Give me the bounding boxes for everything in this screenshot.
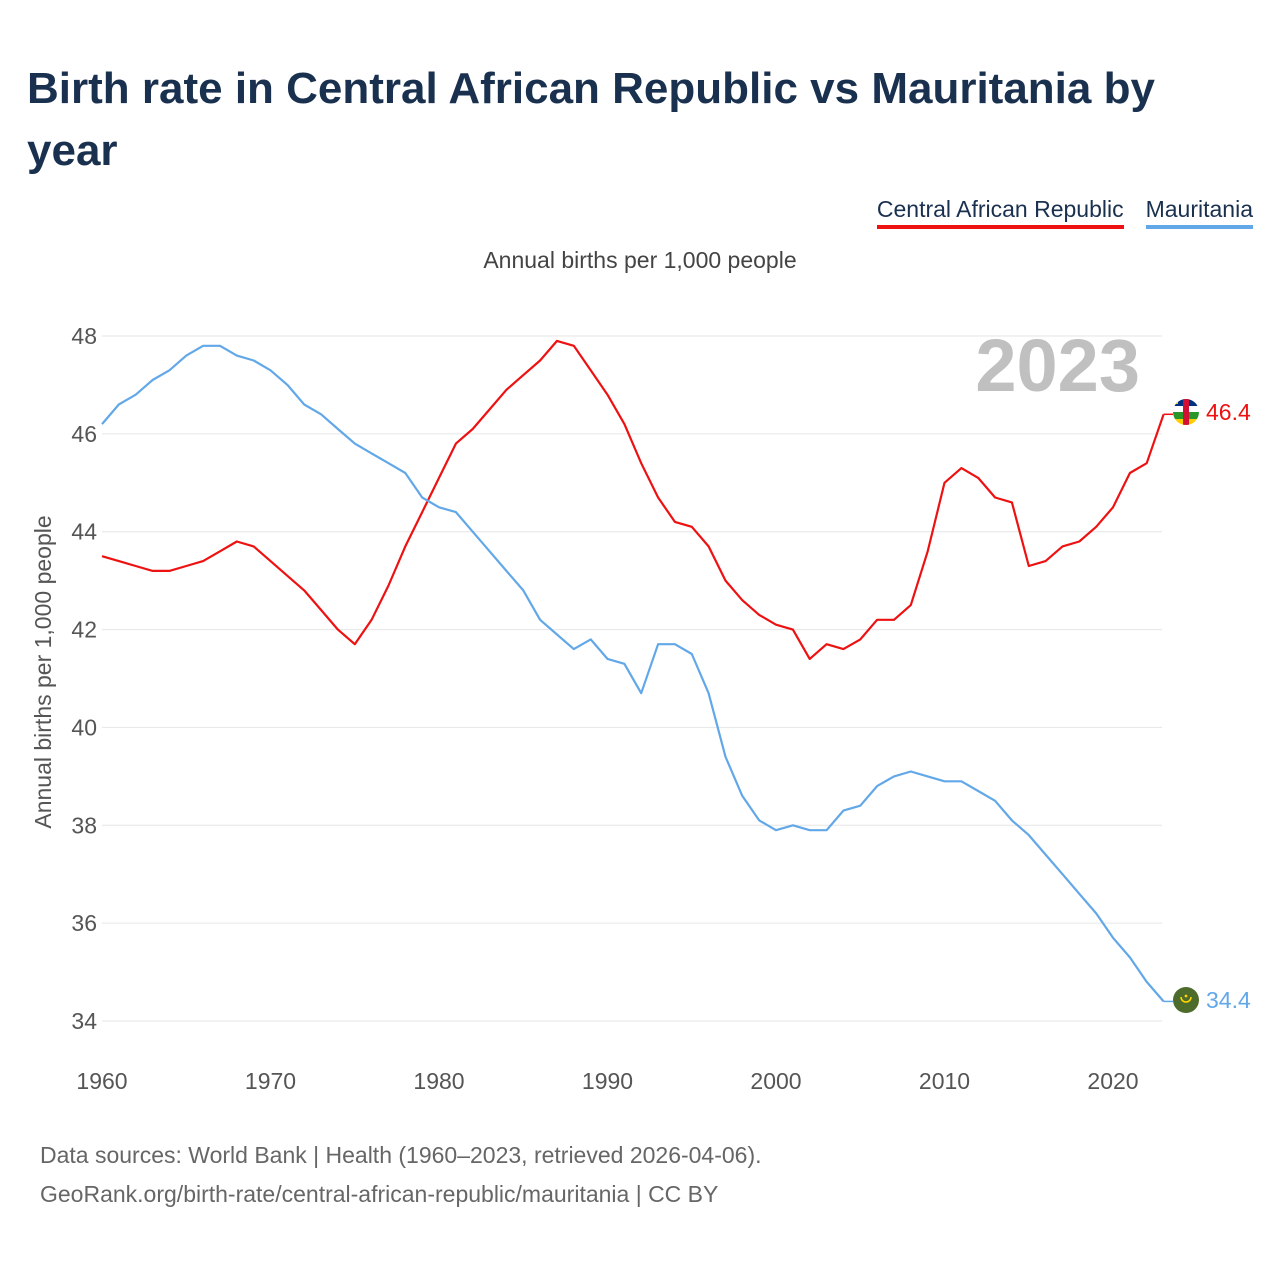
- chart-title: Birth rate in Central African Republic v…: [27, 64, 1155, 175]
- mauritania-flag-icon: [1173, 987, 1199, 1013]
- y-axis-ticks: 34 36 38 40 42 44 46 48: [71, 323, 97, 1034]
- y-tick-label: 38: [71, 812, 97, 838]
- y-tick-label: 34: [71, 1008, 97, 1034]
- y-tick-label: 36: [71, 910, 97, 936]
- x-tick-label: 2020: [1087, 1068, 1138, 1094]
- central-african-republic-flag-icon: [1173, 399, 1199, 425]
- source-link[interactable]: GeoRank.org/birth-rate/central-african-r…: [40, 1181, 719, 1207]
- y-tick-label: 48: [71, 323, 97, 349]
- series-line-mauritania[interactable]: [101, 344, 1165, 1003]
- x-tick-label: 1980: [413, 1068, 464, 1094]
- year-watermark: 2023: [975, 324, 1140, 407]
- x-axis-ticks: 1960 1970 1980 1990 2000 2010 2020: [76, 1068, 1138, 1094]
- y-tick-label: 40: [71, 714, 97, 740]
- line-chart: 34 36 38 40 42 44 46 48 1960 1970 1980 1990 2000 201…: [30, 323, 1251, 1094]
- footer: Data sources: World Bank | Health (1960–…: [40, 1136, 762, 1214]
- series-line-central-african-republic[interactable]: [101, 339, 1165, 661]
- legend-item-central-african-republic[interactable]: Central African Republic: [876, 196, 1124, 229]
- x-tick-label: 2000: [750, 1068, 801, 1094]
- end-label-central-african-republic: 46.4: [1206, 399, 1251, 425]
- end-label-mauritania: 34.4: [1206, 987, 1251, 1013]
- x-tick-label: 1960: [76, 1068, 127, 1094]
- grid: [102, 335, 1162, 1022]
- x-tick-label: 1970: [245, 1068, 296, 1094]
- y-tick-label: 46: [71, 421, 97, 447]
- legend: Central African Republic Mauritania: [876, 196, 1253, 229]
- series-lines: [101, 339, 1173, 1003]
- x-tick-label: 2010: [919, 1068, 970, 1094]
- chart-subtitle: Annual births per 1,000 people: [483, 247, 797, 273]
- y-axis-label: Annual births per 1,000 people: [30, 515, 56, 828]
- x-tick-label: 1990: [582, 1068, 633, 1094]
- y-tick-label: 42: [71, 617, 97, 643]
- legend-item-mauritania[interactable]: Mauritania: [1145, 196, 1253, 229]
- end-markers: [1173, 399, 1199, 1013]
- y-tick-label: 44: [71, 519, 97, 545]
- data-source-note: Data sources: World Bank | Health (1960–…: [40, 1142, 762, 1168]
